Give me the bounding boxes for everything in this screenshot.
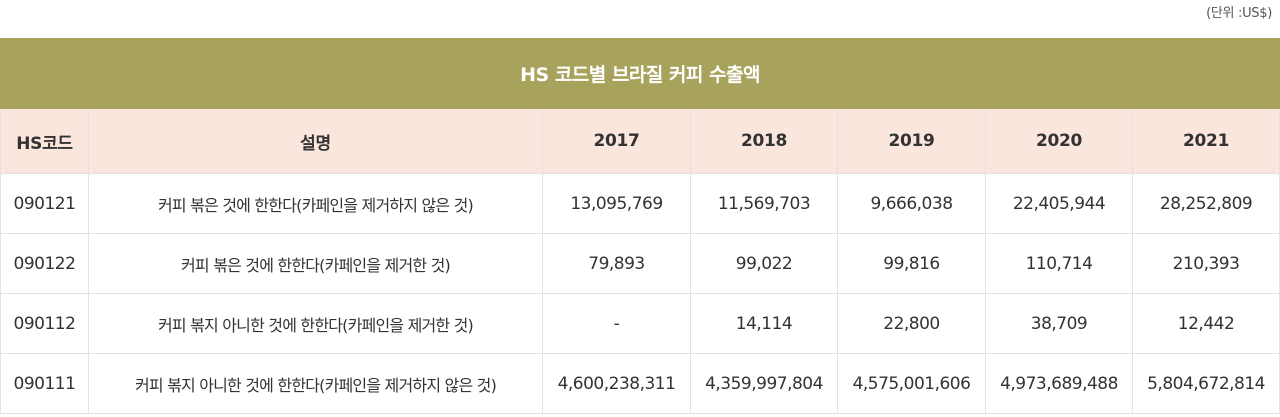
value-2017-cell: - bbox=[542, 293, 691, 354]
hs-code-cell: 090112 bbox=[0, 293, 89, 354]
value-2019-cell: 4,575,001,606 bbox=[837, 353, 986, 414]
unit-note: (단위 :US$) bbox=[1206, 6, 1272, 21]
header-description: 설명 bbox=[88, 108, 543, 174]
description-cell: 커피 볶지 아니한 것에 한한다(카페인을 제거하지 않은 것) bbox=[88, 353, 543, 414]
table-title: HS 코드별 브라질 커피 수출액 bbox=[0, 38, 1280, 109]
value-2019-cell: 99,816 bbox=[837, 233, 986, 294]
value-2021-cell: 28,252,809 bbox=[1131, 173, 1280, 234]
value-2017-cell: 4,600,238,311 bbox=[542, 353, 691, 414]
table-title-row: HS 코드별 브라질 커피 수출액 bbox=[0, 38, 1280, 109]
value-2020-cell: 22,405,944 bbox=[985, 173, 1133, 234]
value-2021-cell: 12,442 bbox=[1131, 293, 1280, 354]
header-2017: 2017 bbox=[542, 108, 691, 174]
header-2021: 2021 bbox=[1131, 108, 1280, 174]
table-row: 090122 커피 볶은 것에 한한다(카페인을 제거한 것) 79,893 9… bbox=[0, 233, 1280, 294]
header-2018: 2018 bbox=[690, 108, 838, 174]
value-2020-cell: 110,714 bbox=[985, 233, 1133, 294]
header-2020: 2020 bbox=[985, 108, 1133, 174]
value-2018-cell: 14,114 bbox=[690, 293, 838, 354]
description-cell: 커피 볶은 것에 한한다(카페인을 제거한 것) bbox=[88, 233, 543, 294]
value-2018-cell: 99,022 bbox=[690, 233, 838, 294]
value-2020-cell: 38,709 bbox=[985, 293, 1133, 354]
table-row: 090112 커피 볶지 아니한 것에 한한다(카페인을 제거한 것) - 14… bbox=[0, 293, 1280, 354]
value-2017-cell: 79,893 bbox=[542, 233, 691, 294]
value-2017-cell: 13,095,769 bbox=[542, 173, 691, 234]
value-2020-cell: 4,973,689,488 bbox=[985, 353, 1133, 414]
coffee-export-table: HS 코드별 브라질 커피 수출액 HS코드 설명 2017 2018 2019… bbox=[0, 38, 1280, 414]
header-2019: 2019 bbox=[837, 108, 986, 174]
value-2018-cell: 11,569,703 bbox=[690, 173, 838, 234]
table-header-row: HS코드 설명 2017 2018 2019 2020 2021 bbox=[0, 108, 1280, 174]
table-row: 090111 커피 볶지 아니한 것에 한한다(카페인을 제거하지 않은 것) … bbox=[0, 353, 1280, 414]
hs-code-cell: 090121 bbox=[0, 173, 89, 234]
description-cell: 커피 볶은 것에 한한다(카페인을 제거하지 않은 것) bbox=[88, 173, 543, 234]
value-2019-cell: 22,800 bbox=[837, 293, 986, 354]
value-2021-cell: 210,393 bbox=[1131, 233, 1280, 294]
header-hs-code: HS코드 bbox=[0, 108, 89, 174]
hs-code-cell: 090111 bbox=[0, 353, 89, 414]
table-row: 090121 커피 볶은 것에 한한다(카페인을 제거하지 않은 것) 13,0… bbox=[0, 173, 1280, 234]
value-2019-cell: 9,666,038 bbox=[837, 173, 986, 234]
value-2018-cell: 4,359,997,804 bbox=[690, 353, 838, 414]
hs-code-cell: 090122 bbox=[0, 233, 89, 294]
description-cell: 커피 볶지 아니한 것에 한한다(카페인을 제거한 것) bbox=[88, 293, 543, 354]
value-2021-cell: 5,804,672,814 bbox=[1131, 353, 1280, 414]
